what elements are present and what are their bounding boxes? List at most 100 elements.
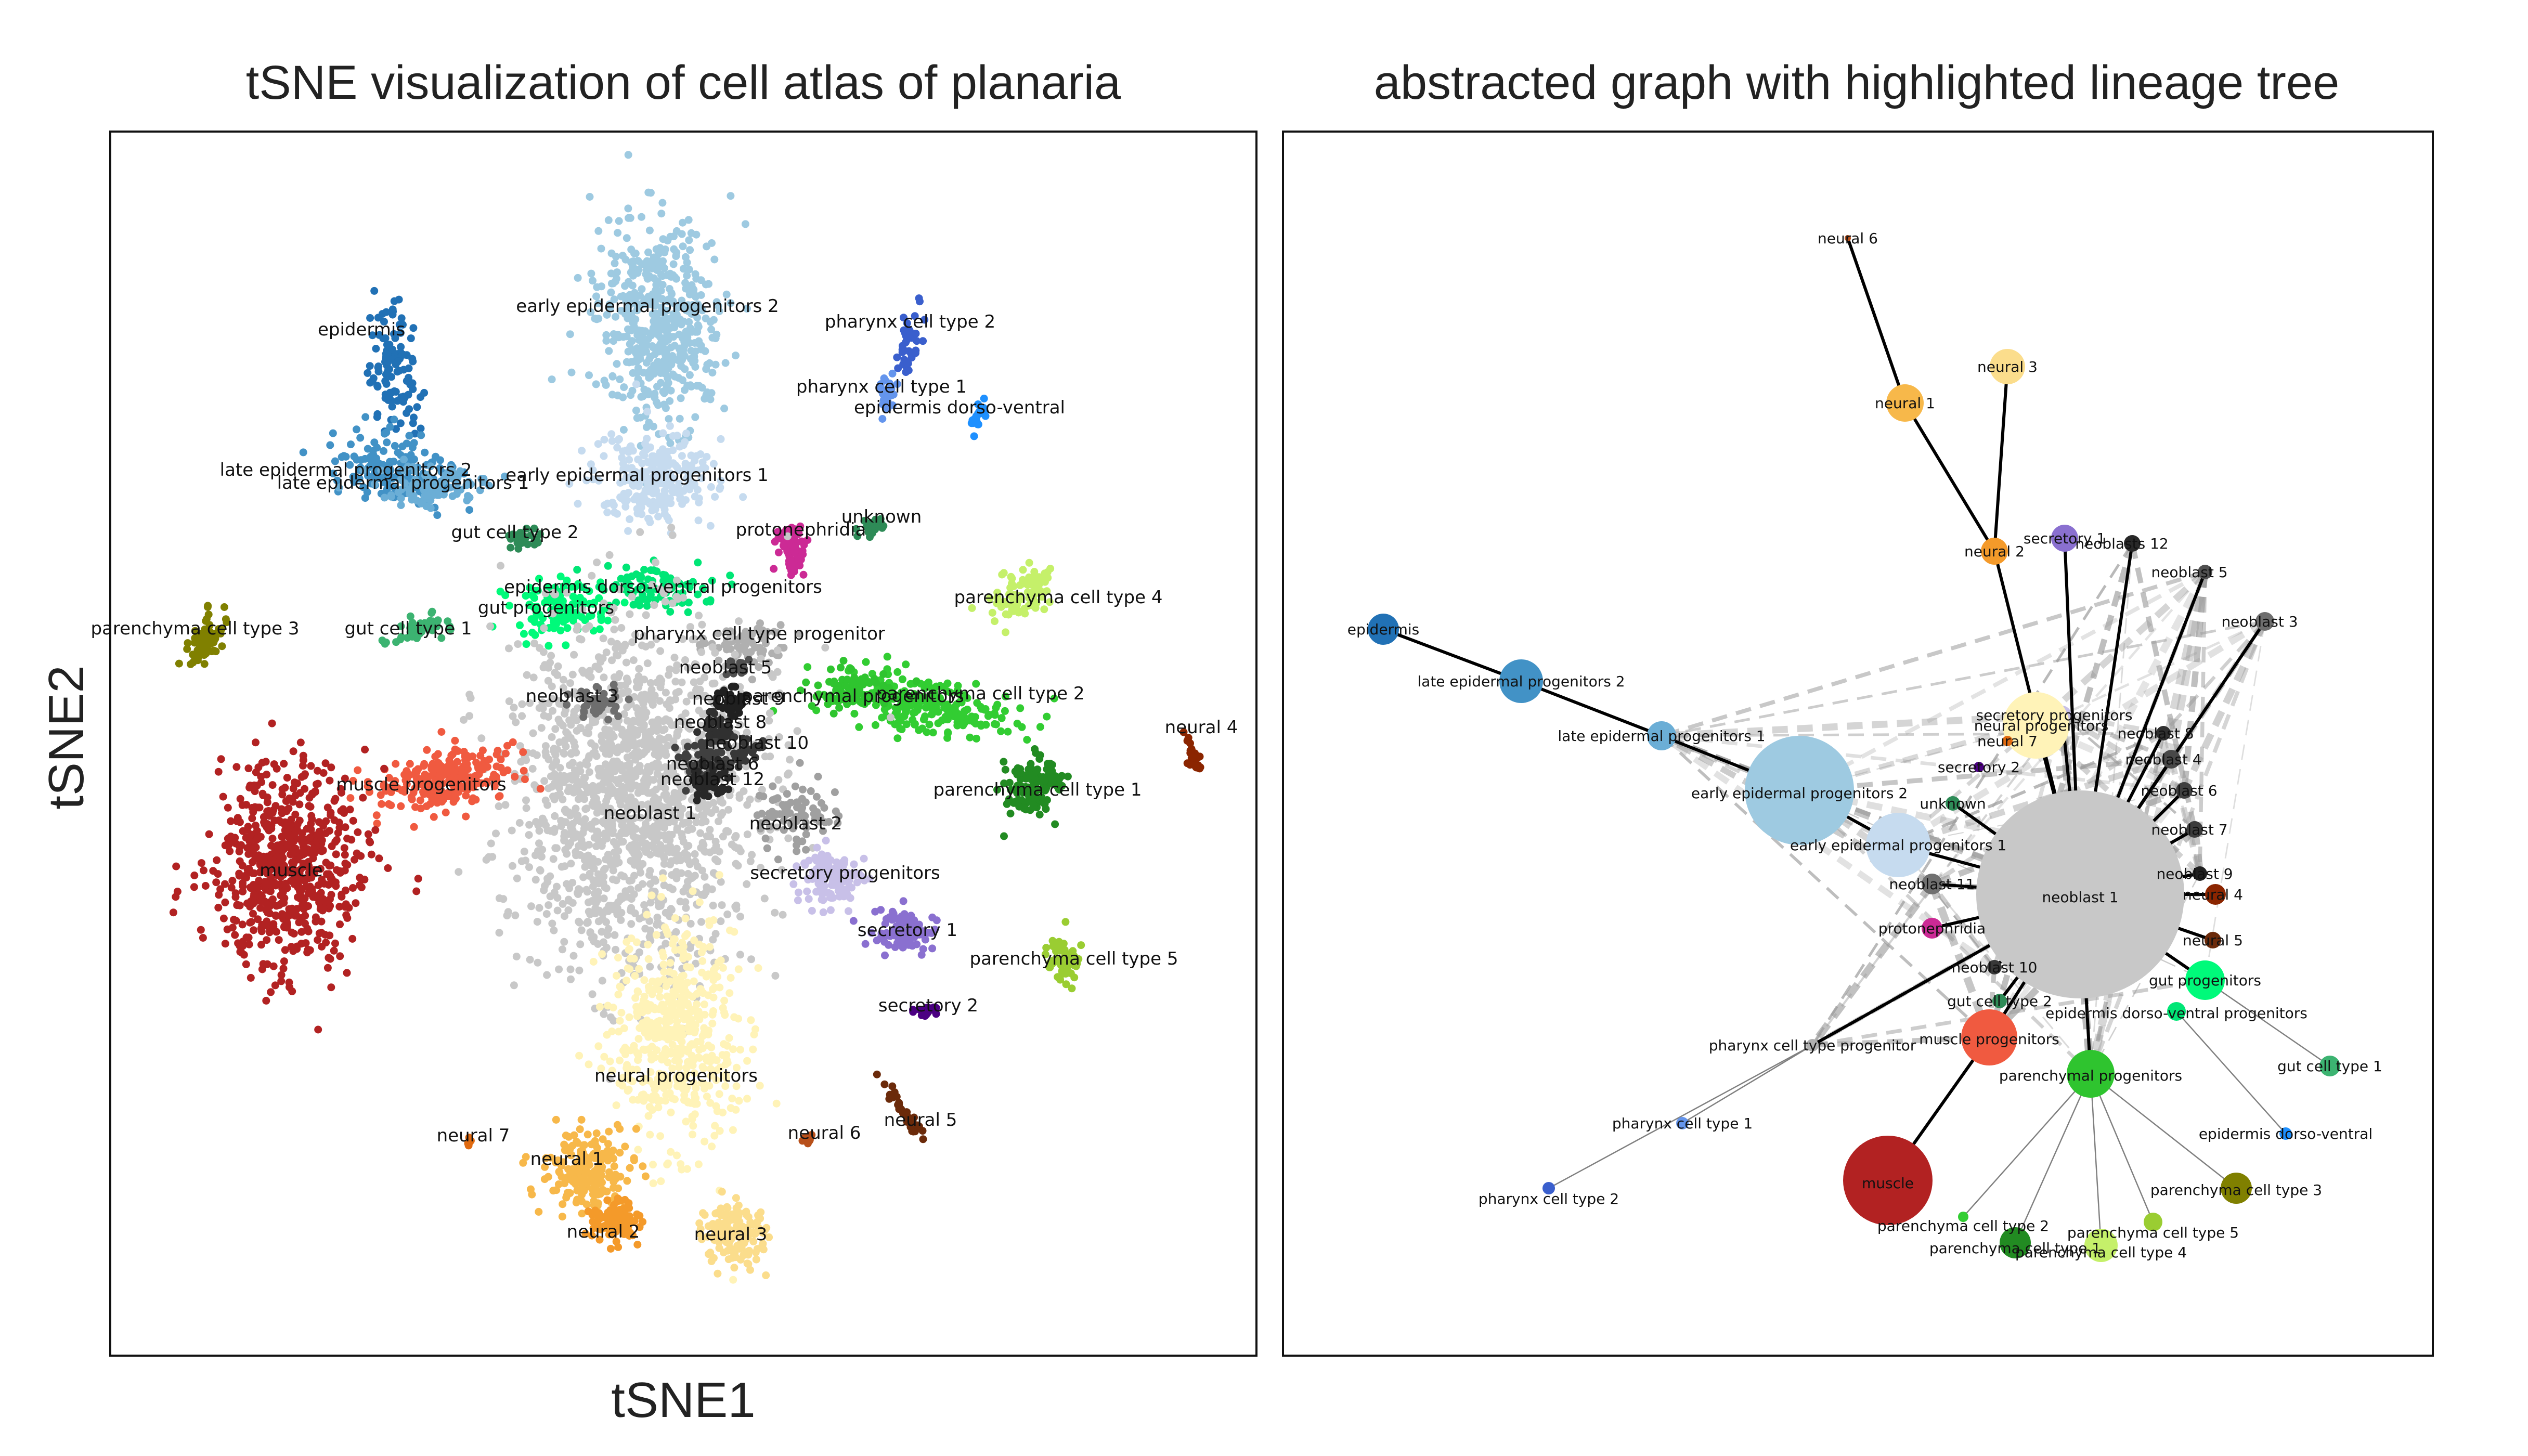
graph-label-secretory-2: secretory 2 <box>1938 759 2020 776</box>
tsne-cluster-pharynx-cell-type-1 <box>876 369 901 423</box>
graph-label-neural-3: neural 3 <box>1977 358 2038 375</box>
tsne-label-secretory-2: secretory 2 <box>878 995 978 1016</box>
graph-node-parenchyma-cell-type-2 <box>1958 1212 1968 1222</box>
tsne-label-neoblast-6: neoblast 6 <box>666 753 759 774</box>
tsne-label-pharynx-cell-type-2: pharynx cell type 2 <box>825 311 995 332</box>
tsne-label-gut-cell-type-2: gut cell type 2 <box>451 522 579 543</box>
graph-label-neoblast-8: neoblast 8 <box>2117 725 2194 742</box>
graph-node-gut-cell-type-2 <box>1992 994 2007 1008</box>
tsne-cluster-gut-cell-type-2 <box>505 524 544 553</box>
graph-node-neural-progenitors <box>2003 692 2069 759</box>
graph-label-parenchyma-cell-type-3: parenchyma cell type 3 <box>2150 1181 2322 1199</box>
graph-label-epidermis-dorso-ventral: epidermis dorso-ventral <box>2199 1125 2373 1142</box>
graph-node-muscle-progenitors <box>1961 1009 2017 1065</box>
tsne-panel-frame <box>109 131 1257 1357</box>
graph-node-neural-2 <box>1981 538 2008 565</box>
graph-label-parenchyma-cell-type-5: parenchyma cell type 5 <box>2067 1224 2239 1241</box>
graph-node-parenchymal-progenitors <box>2067 1050 2115 1098</box>
graph-label-gut-progenitors: gut progenitors <box>2149 972 2261 989</box>
graph-label-neoblasts-12: neoblasts 12 <box>2075 535 2169 552</box>
graph-node-pharynx-cell-type-2 <box>1542 1182 1555 1194</box>
graph-node-parenchyma-cell-type-3 <box>2221 1173 2252 1204</box>
tsne-label-secretory-1: secretory 1 <box>858 920 957 941</box>
tsne-label-protonephridia: protonephridia <box>736 519 866 540</box>
graph-label-neoblast-1: neoblast 1 <box>2042 889 2118 906</box>
graph-label-neural-5: neural 5 <box>2183 932 2243 949</box>
tsne-cluster-secretory-2 <box>909 1003 940 1020</box>
tsne-label-muscle-progenitors: muscle progenitors <box>336 774 506 795</box>
graph-node-neural-7 <box>2002 736 2013 746</box>
tsne-label-neural-7: neural 7 <box>437 1125 510 1146</box>
tsne-label-neural-1: neural 1 <box>530 1149 604 1169</box>
graph-node-neural-4 <box>2205 884 2226 905</box>
graph-label-early-epidermal-progenitors-1: early epidermal progenitors 1 <box>1790 837 2006 854</box>
graph-label-parenchymal-progenitors: parenchymal progenitors <box>1999 1067 2182 1084</box>
graph-label-secretory-1: secretory 1 <box>2024 530 2106 547</box>
graph-label-pharynx-cell-type-2: pharynx cell type 2 <box>1479 1190 1619 1207</box>
graph-label-parenchyma-cell-type-1: parenchyma cell type 1 <box>1929 1240 2101 1257</box>
tsne-panel-title: tSNE visualization of cell atlas of plan… <box>246 56 1121 109</box>
tree-edge <box>1382 628 1522 683</box>
graph-node-epidermis-dorso-ventral <box>2279 1127 2292 1140</box>
graph-node-neoblast-6 <box>2176 782 2193 799</box>
tsne-cluster-parenchyma-cell-type-4 <box>968 558 1055 636</box>
graph-node-epidermis <box>1368 614 1399 645</box>
graph-node-secretory-2 <box>1974 762 1984 772</box>
tsne-label-gut-progenitors: gut progenitors <box>478 597 614 618</box>
graph-panel-title: abstracted graph with highlighted lineag… <box>1374 56 2340 109</box>
tsne-label-neural-5: neural 5 <box>884 1110 957 1130</box>
tsne-cluster-parenchyma-cell-type-1 <box>993 745 1072 840</box>
graph-label-neoblast-6: neoblast 6 <box>2141 782 2217 799</box>
tsne-cluster-early-epidermal-progenitors-2 <box>548 151 751 488</box>
tsne-cluster-early-epidermal-progenitors-1 <box>565 380 747 537</box>
tsne-cluster-neural-4 <box>1179 728 1204 773</box>
tsne-points <box>169 151 1204 1284</box>
tsne-label-neoblast-1: neoblast 1 <box>604 803 697 824</box>
graph-node-neoblast-1 <box>1976 790 2184 998</box>
tsne-cluster-secretory-progenitors <box>789 837 874 916</box>
tsne-label-parenchyma-cell-type-3: parenchyma cell type 3 <box>91 618 300 639</box>
tsne-cluster-neoblast-12 <box>689 756 733 804</box>
tsne-cluster-unknown <box>852 515 888 541</box>
tsne-label-late-epidermal-progenitors-2: late epidermal progenitors 2 <box>220 460 472 480</box>
tsne-cluster-neural-7 <box>464 1134 475 1150</box>
graph-label-neoblast-10: neoblast 10 <box>1952 959 2038 976</box>
tsne-cluster-pharynx-cell-type-progenitor <box>691 619 803 684</box>
tsne-label-parenchyma-cell-type-4: parenchyma cell type 4 <box>954 587 1163 608</box>
tsne-label-neoblast-5: neoblast 5 <box>679 657 772 678</box>
graph-label-early-epidermal-progenitors-2: early epidermal progenitors 2 <box>1691 785 1908 802</box>
tsne-cluster-gut-progenitors <box>488 573 629 650</box>
graph-label-neoblast-5: neoblast 5 <box>2151 564 2227 581</box>
graph-node-neoblast-4 <box>2162 750 2181 769</box>
graph-node-parenchyma-cell-type-1 <box>2000 1227 2031 1258</box>
tree-edge <box>1520 680 1663 737</box>
graph-node-neoblast-9 <box>2193 866 2207 881</box>
graph-node-early-epidermal-progenitors-1 <box>1866 813 1930 877</box>
graph-label-late-epidermal-progenitors-2: late epidermal progenitors 2 <box>1417 673 1625 690</box>
graph-node-neural-5 <box>2205 932 2221 948</box>
tsne-label-early-epidermal-progenitors-1: early epidermal progenitors 1 <box>505 465 769 486</box>
tsne-label-neural-2: neural 2 <box>567 1221 640 1242</box>
graph-nodes <box>1368 235 2340 1262</box>
tsne-label-epidermis: epidermis <box>318 319 405 340</box>
graph-label-pharynx-cell-type-progenitor: pharynx cell type progenitor <box>1709 1037 1916 1054</box>
graph-node-protonephridia <box>1922 918 1942 939</box>
graph-node-neoblast-7 <box>2186 821 2203 838</box>
tsne-label-parenchymal-progenitors: parenchymal progenitors <box>742 686 964 707</box>
graph-node-muscle <box>1843 1136 1933 1225</box>
tsne-cluster-secretory-1 <box>849 897 941 959</box>
tsne-label-early-epidermal-progenitors-2: early epidermal progenitors 2 <box>516 296 779 317</box>
graph-label-unknown: unknown <box>1920 795 1986 812</box>
graph-label-neoblast-11: neoblast 11 <box>1889 876 1975 893</box>
graph-node-gut-progenitors <box>2185 960 2225 1000</box>
graph-node-neural-3 <box>1990 349 2025 384</box>
tsne-cluster-epidermis <box>364 287 429 438</box>
graph-label-late-epidermal-progenitors-1: late epidermal progenitors 1 <box>1558 727 1765 745</box>
tsne-cluster-neoblast-2 <box>753 759 843 864</box>
graph-node-parenchyma-cell-type-5 <box>2144 1213 2162 1231</box>
tsne-cluster-neural-progenitors <box>575 871 781 1284</box>
graph-label-neural-7: neural 7 <box>1977 733 2038 750</box>
graph-node-neural-6 <box>1845 235 1851 241</box>
graph-label-secretory-progenitors: secretory progenitors <box>1976 707 2133 724</box>
